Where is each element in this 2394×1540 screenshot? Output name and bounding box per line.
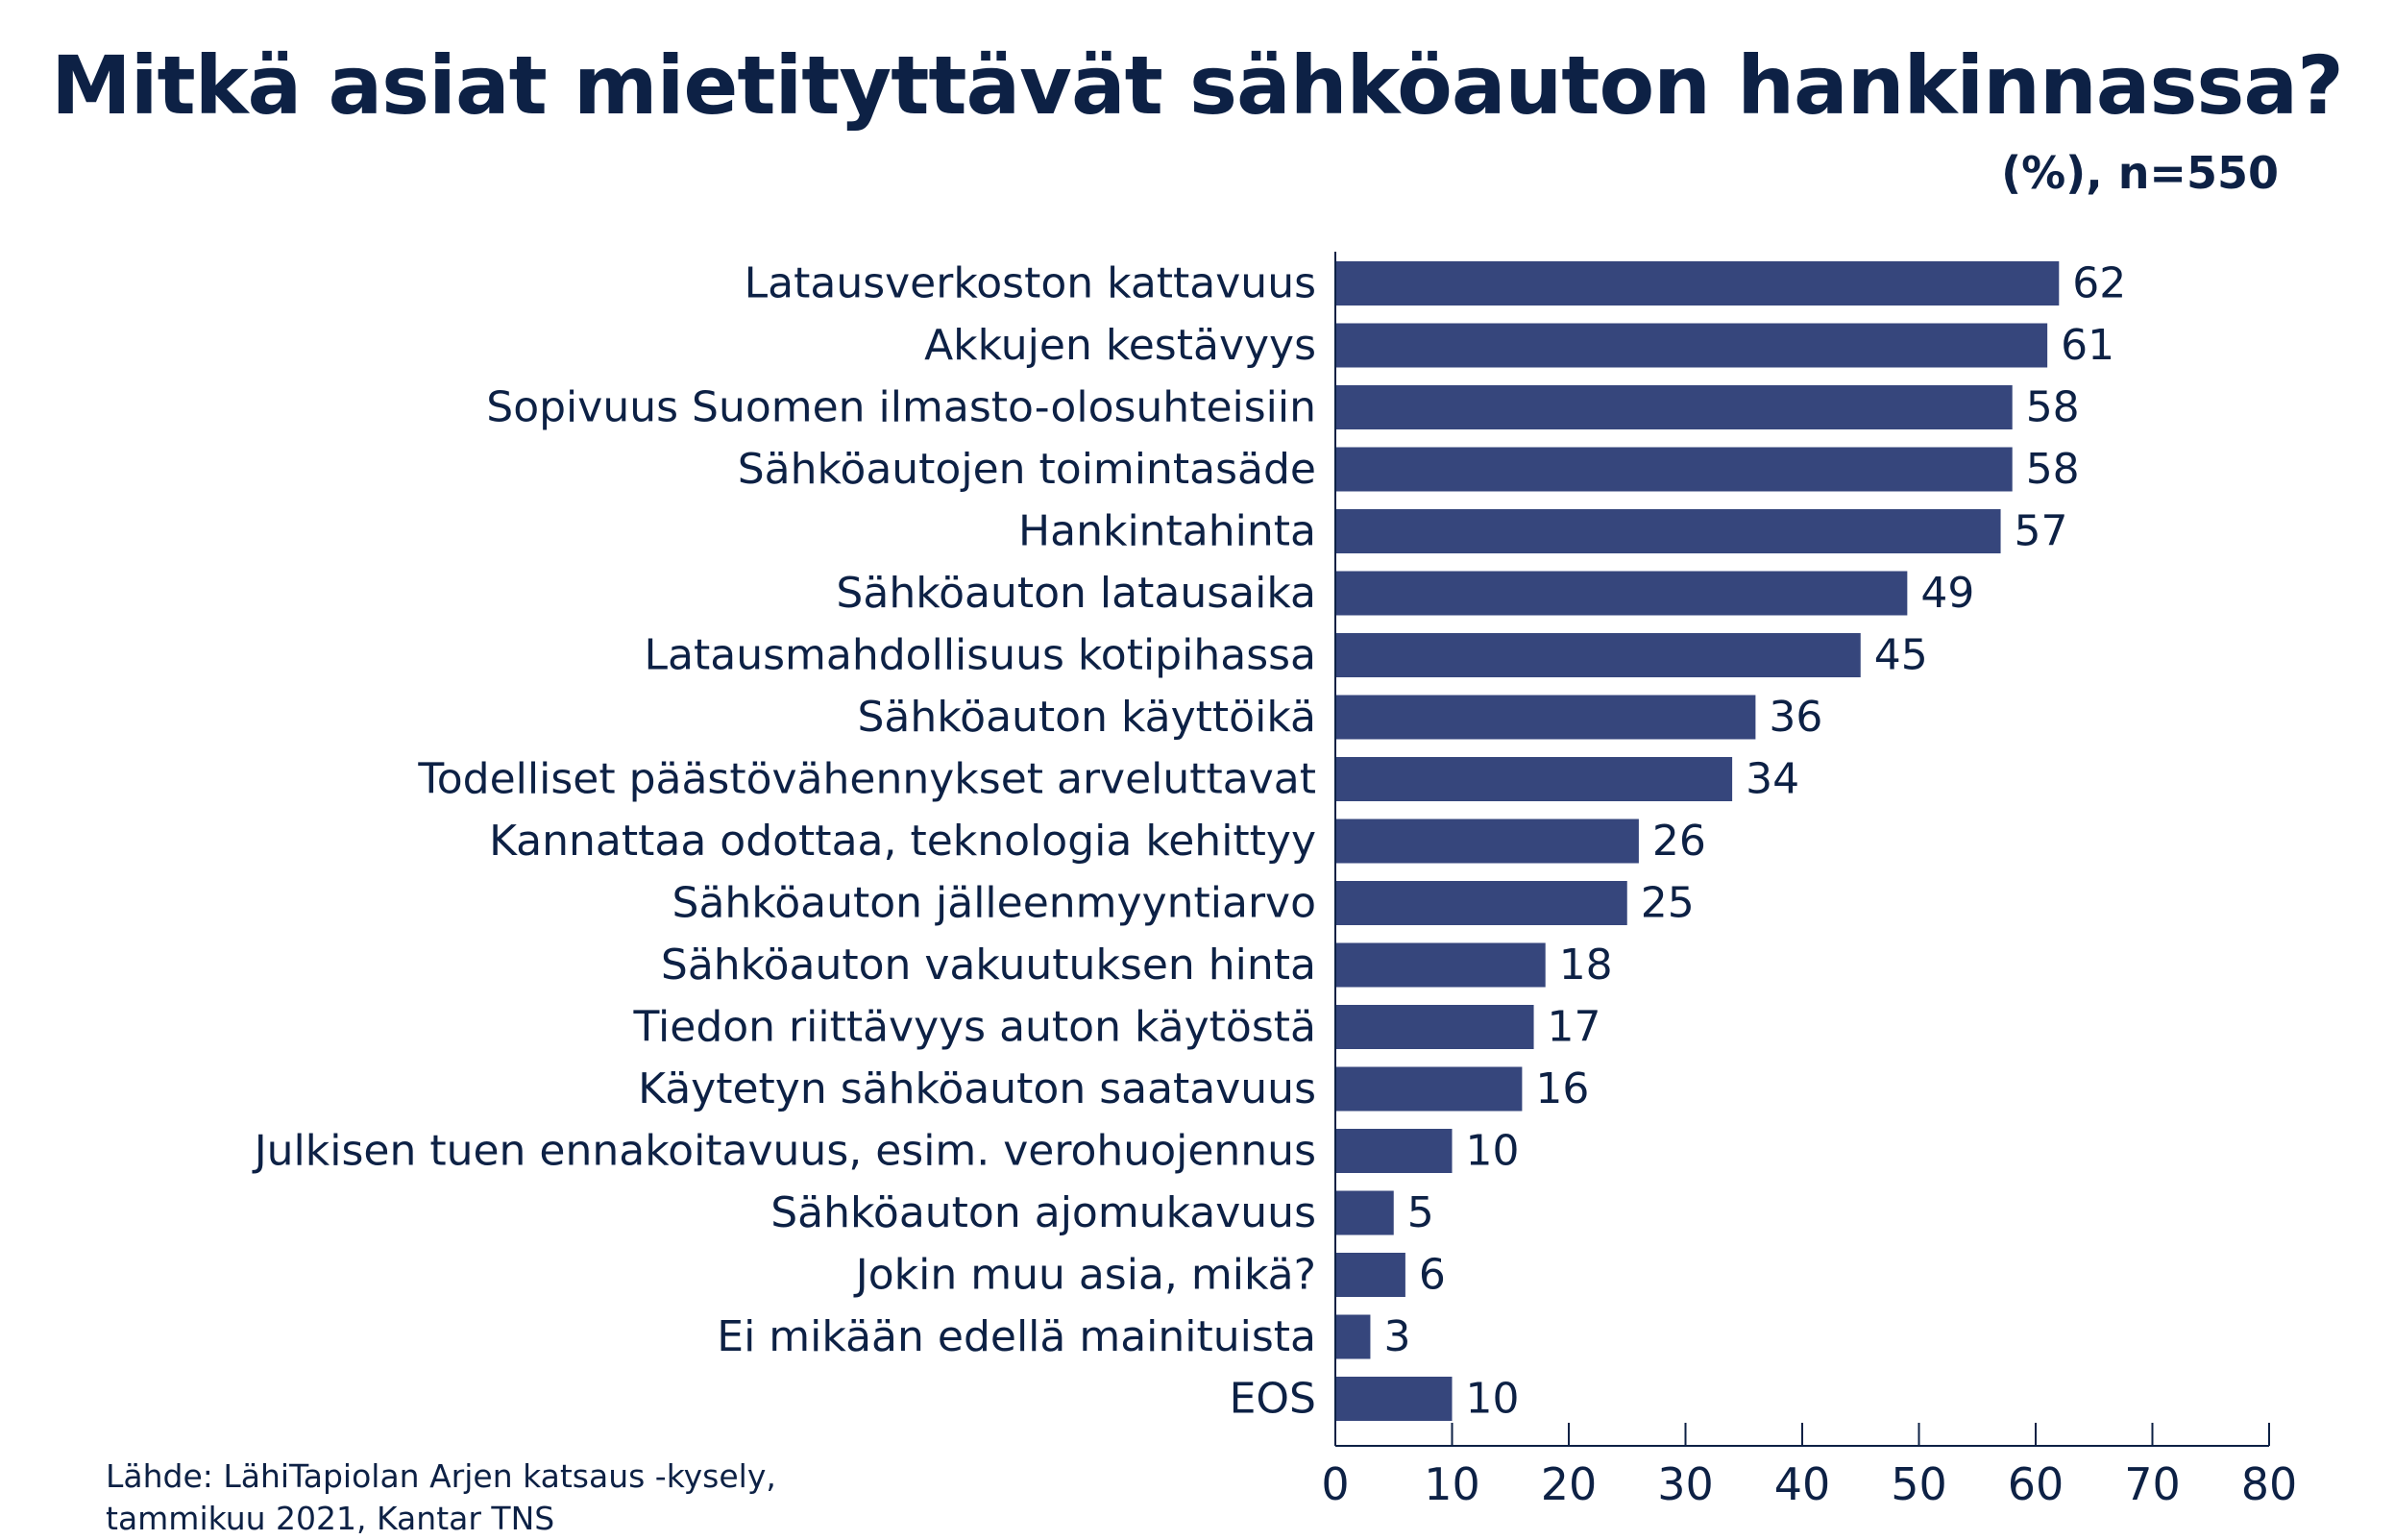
data-label: 49 xyxy=(1920,569,1974,618)
source-line-1: Lähde: LähiTapiolan Arjen katsaus -kysel… xyxy=(106,1457,776,1495)
bar xyxy=(1335,1066,1523,1112)
bar xyxy=(1335,1314,1371,1359)
data-label: 3 xyxy=(1383,1312,1410,1361)
chart-subtitle: (%), n=550 xyxy=(2001,147,2279,199)
category-label: EOS xyxy=(1230,1375,1316,1424)
data-label: 34 xyxy=(1746,755,1799,804)
data-label: 10 xyxy=(1466,1127,1520,1176)
x-tick-label: 80 xyxy=(2241,1458,2298,1510)
category-label: Todelliset päästövähennykset arveluttava… xyxy=(417,755,1316,804)
data-label: 10 xyxy=(1466,1375,1520,1424)
x-tick-label: 70 xyxy=(2124,1458,2181,1510)
category-label: Jokin muu asia, mikä? xyxy=(853,1251,1316,1300)
data-label: 16 xyxy=(1535,1064,1589,1113)
bar xyxy=(1335,1129,1453,1173)
x-tick-label: 30 xyxy=(1657,1458,1714,1510)
bar xyxy=(1335,261,2060,306)
bar xyxy=(1335,1190,1394,1235)
category-label: Käytetyn sähköauton saatavuus xyxy=(638,1064,1316,1113)
category-label: Akkujen kestävyys xyxy=(924,321,1316,370)
x-tick-label: 0 xyxy=(1321,1458,1349,1510)
bar xyxy=(1335,695,1756,740)
category-label: Latausverkoston kattavuus xyxy=(745,259,1316,308)
category-label: Sopivuus Suomen ilmasto-olosuhteisiin xyxy=(486,383,1316,432)
source-note: Lähde: LähiTapiolan Arjen katsaus -kysel… xyxy=(106,1455,970,1540)
category-label: Ei mikään edellä mainituista xyxy=(717,1312,1316,1361)
category-label: Tiedon riittävyys auton käytöstä xyxy=(633,1003,1317,1052)
bar xyxy=(1335,571,1908,616)
data-label: 58 xyxy=(2026,383,2080,432)
bar xyxy=(1335,1253,1405,1297)
bar xyxy=(1335,509,2001,553)
x-tick-label: 20 xyxy=(1541,1458,1598,1510)
category-label: Sähköauton vakuutuksen hinta xyxy=(661,941,1316,990)
x-tick-label: 60 xyxy=(2008,1458,2064,1510)
data-label: 61 xyxy=(2061,321,2114,370)
category-label: Sähköauton ajomukavuus xyxy=(770,1188,1316,1237)
data-label: 6 xyxy=(1419,1251,1446,1300)
category-label: Latausmahdollisuus kotipihassa xyxy=(645,631,1316,680)
category-label: Sähköautojen toimintasäde xyxy=(738,445,1316,494)
data-label: 45 xyxy=(1874,631,1928,680)
chart-title: Mitkä asiat mietityttävät sähköauton han… xyxy=(51,38,2344,133)
category-label: Sähköauton jälleenmyyntiarvo xyxy=(672,879,1316,928)
bar xyxy=(1335,385,2013,429)
data-label: 18 xyxy=(1559,941,1613,990)
category-label: Julkisen tuen ennakoitavuus, esim. veroh… xyxy=(252,1127,1316,1176)
category-label: Sähköauton latausaika xyxy=(836,569,1316,618)
bar xyxy=(1335,447,2013,492)
source-line-2: tammikuu 2021, Kantar TNS xyxy=(106,1500,555,1537)
data-label: 25 xyxy=(1641,879,1695,928)
bar xyxy=(1335,633,1861,677)
data-label: 36 xyxy=(1769,693,1822,742)
bar xyxy=(1335,1005,1534,1049)
data-label: 17 xyxy=(1548,1003,1601,1052)
category-label: Sähköauton käyttöikä xyxy=(857,693,1316,742)
x-tick-label: 40 xyxy=(1774,1458,1831,1510)
data-label: 57 xyxy=(2015,507,2068,556)
bar xyxy=(1335,757,1733,801)
category-label: Hankintahinta xyxy=(1018,507,1316,556)
bar xyxy=(1335,1377,1453,1421)
bar xyxy=(1335,881,1627,925)
bar xyxy=(1335,819,1639,864)
data-label: 5 xyxy=(1407,1188,1434,1237)
bar xyxy=(1335,942,1546,988)
data-label: 26 xyxy=(1652,817,1706,866)
data-label: 58 xyxy=(2026,445,2080,494)
bar xyxy=(1335,323,2048,368)
x-tick-label: 10 xyxy=(1424,1458,1480,1510)
category-label: Kannattaa odottaa, teknologia kehittyy xyxy=(489,817,1316,866)
data-label: 62 xyxy=(2072,259,2126,308)
x-tick-label: 50 xyxy=(1891,1458,1947,1510)
